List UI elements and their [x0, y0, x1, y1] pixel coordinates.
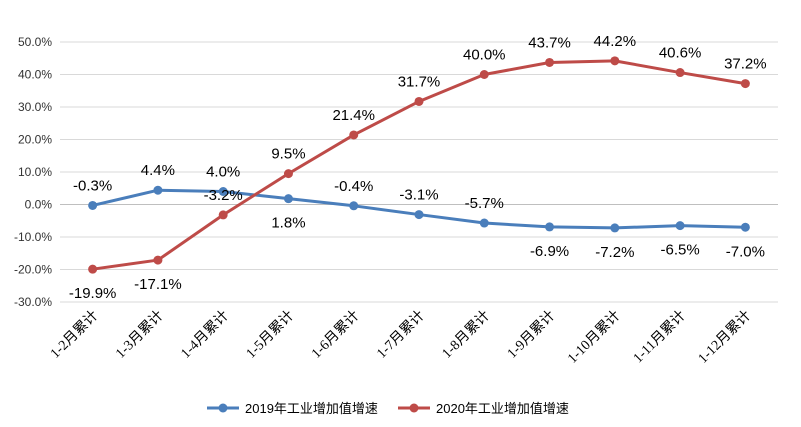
- x-tick-label: 1-9月累计: [504, 308, 558, 362]
- data-point: [218, 187, 228, 196]
- data-label: 37.2%: [724, 56, 767, 73]
- x-tick-label: 1-3月累计: [113, 308, 167, 362]
- legend-marker: [218, 403, 228, 413]
- data-point: [675, 221, 685, 231]
- data-point: [153, 185, 163, 195]
- data-point: [283, 169, 293, 179]
- data-label: 4.0%: [206, 164, 240, 181]
- y-axis: 50.0% 40.0% 30.0% 20.0% 10.0% 0.0% -10.0% -20.0…: [14, 35, 52, 309]
- legend-label: 2020年工业增加值增速: [436, 401, 569, 416]
- y-tick-label: 20.0%: [18, 133, 52, 147]
- data-label: -19.9%: [69, 285, 117, 302]
- data-point: [88, 264, 98, 274]
- legend-marker: [409, 403, 419, 413]
- data-point: [349, 130, 359, 140]
- data-label: 1.8%: [271, 215, 305, 232]
- data-point: [218, 210, 228, 220]
- y-tick-label: 50.0%: [18, 35, 52, 49]
- series-points: [88, 56, 750, 274]
- x-tick-label: 1-6月累计: [308, 308, 362, 362]
- data-label: -17.1%: [134, 276, 182, 293]
- x-tick-label: 1-10月累计: [564, 308, 623, 367]
- y-tick-label: -20.0%: [14, 263, 52, 277]
- data-point: [88, 200, 98, 210]
- data-point: [414, 210, 424, 220]
- data-point: [610, 56, 620, 66]
- data-point: [740, 79, 750, 89]
- data-point: [479, 70, 489, 79]
- series-line-2: [91, 59, 747, 271]
- y-tick-label: -10.0%: [14, 230, 52, 244]
- data-label: 9.5%: [271, 146, 305, 163]
- data-label: 4.4%: [141, 162, 175, 179]
- data-label: 31.7%: [398, 73, 441, 90]
- x-tick-label: 1-4月累计: [178, 308, 232, 362]
- data-label: 40.6%: [659, 45, 702, 62]
- data-label: 44.2%: [594, 33, 637, 50]
- data-point: [349, 201, 359, 211]
- data-label: 43.7%: [528, 34, 571, 51]
- data-label: -0.3%: [73, 177, 112, 194]
- data-label: -6.9%: [530, 243, 569, 260]
- data-label: -0.4%: [334, 178, 373, 195]
- data-label: 21.4%: [332, 107, 375, 124]
- data-point: [545, 57, 555, 67]
- data-label: -3.1%: [399, 187, 438, 204]
- data-point: [545, 222, 555, 232]
- data-label: -7.0%: [726, 243, 765, 260]
- y-tick-label: 30.0%: [18, 100, 52, 114]
- data-point: [414, 96, 424, 106]
- data-point: [675, 68, 685, 78]
- data-label: -5.7%: [465, 195, 504, 212]
- data-label: -7.2%: [595, 244, 634, 261]
- data-point: [479, 218, 489, 228]
- legend: 2019年工业增加值增速 2020年工业增加值增速: [207, 401, 569, 416]
- data-point: [283, 194, 293, 204]
- x-tick-label: 1-12月累计: [695, 308, 754, 367]
- x-axis: 1-2月累计 1-3月累计 1-4月累计 1-5月累计 1-6月累计 1-7月累计 1-8月…: [47, 308, 754, 367]
- data-point: [740, 222, 750, 232]
- y-tick-label: 10.0%: [18, 165, 52, 179]
- y-tick-label: -30.0%: [14, 295, 52, 309]
- legend-label: 2019年工业增加值增速: [245, 401, 378, 416]
- data-label: 40.0%: [463, 47, 506, 64]
- y-tick-label: 0.0%: [25, 198, 53, 212]
- series-lines: [91, 59, 747, 271]
- gridlines: [60, 41, 778, 303]
- data-label: -3.2%: [204, 187, 243, 204]
- data-point: [153, 255, 163, 265]
- x-tick-label: 1-5月累计: [243, 308, 297, 362]
- data-labels: -0.3% 4.4% 4.0% 1.8% -0.4% -3.1% -5.7% -6.9% -7.…: [69, 33, 767, 302]
- x-tick-label: 1-11月累计: [630, 308, 689, 367]
- y-tick-label: 40.0%: [18, 68, 52, 82]
- x-tick-label: 1-2月累计: [47, 308, 101, 362]
- data-label: -6.5%: [660, 242, 699, 259]
- data-point: [610, 223, 620, 233]
- x-tick-label: 1-8月累计: [439, 308, 493, 362]
- x-tick-label: 1-7月累计: [374, 308, 428, 362]
